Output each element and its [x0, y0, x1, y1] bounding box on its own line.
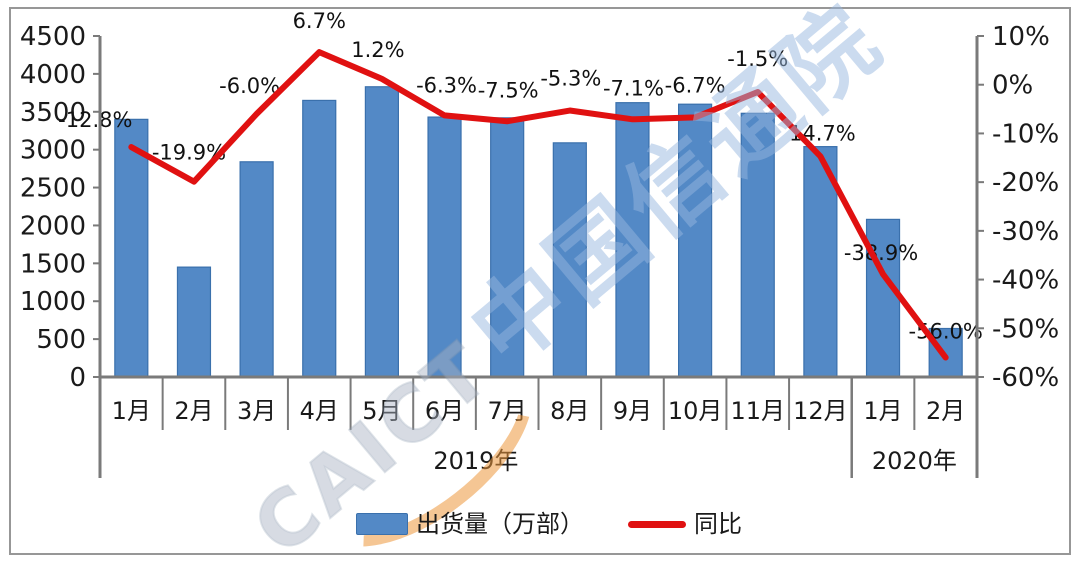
yoy-data-label: -1.5%	[727, 47, 788, 71]
month-label: 6月	[425, 397, 464, 425]
left-axis-tick-label: 4000	[20, 60, 86, 90]
bar	[678, 103, 713, 378]
left-axis-tick-label: 500	[36, 325, 86, 355]
legend-bar-swatch	[356, 513, 408, 535]
bar	[865, 218, 901, 378]
bar	[803, 146, 838, 378]
right-axis-tick-label: -10%	[992, 119, 1059, 149]
legend: 出货量（万部） 同比	[356, 509, 742, 539]
legend-bar-label: 出货量（万部）	[416, 510, 584, 538]
left-axis-tick-label: 4500	[20, 22, 86, 52]
bar	[364, 86, 399, 378]
y-axis-left: 4500 4000 3500 3000 2500 2000 1500 1000 500 0	[20, 22, 100, 393]
bar	[490, 117, 525, 378]
yoy-data-label: -6.0%	[219, 74, 280, 98]
year-label: 2020年	[872, 447, 957, 475]
legend-line-swatch	[628, 520, 686, 528]
yoy-data-label: 6.7%	[293, 9, 346, 33]
month-label: 11月	[730, 397, 785, 425]
left-axis-tick-label: 2500	[20, 174, 86, 204]
left-axis-tick-label: 1000	[20, 287, 86, 317]
legend-line-label: 同比	[694, 510, 742, 538]
right-axis-tick-label: -60%	[992, 363, 1059, 393]
year-label: 2019年	[433, 447, 518, 475]
yoy-data-label: -6.7%	[665, 73, 726, 97]
left-axis-tick-label: 3500	[20, 98, 86, 128]
month-label: 2月	[174, 397, 213, 425]
month-label: 2月	[926, 397, 965, 425]
bar	[239, 161, 274, 378]
bar	[615, 102, 650, 378]
right-axis-tick-label: -50%	[992, 314, 1059, 344]
yoy-data-label: 1.2%	[351, 38, 404, 62]
month-label: 9月	[613, 397, 652, 425]
left-axis-tick-label: 0	[69, 363, 86, 393]
bar	[114, 118, 149, 378]
month-label: 3月	[237, 397, 276, 425]
right-axis-tick-label: -20%	[992, 168, 1059, 198]
yoy-data-label: -7.5%	[478, 78, 539, 102]
yoy-data-label: -6.3%	[416, 73, 477, 97]
bars-series	[114, 86, 963, 378]
bar	[176, 266, 212, 378]
month-label: 4月	[300, 397, 339, 425]
right-axis-tick-label: 10%	[992, 22, 1050, 52]
bar	[302, 99, 337, 378]
month-label: 1月	[112, 397, 151, 425]
yoy-data-label: -38.9%	[844, 241, 918, 265]
month-label: 1月	[863, 397, 902, 425]
yoy-data-label: -7.1%	[603, 76, 664, 100]
month-label: 5月	[362, 397, 401, 425]
month-label: 12月	[793, 397, 848, 425]
plot-axes	[98, 36, 979, 478]
y-axis-right: 10% 0% -10% -20% -30% -40% -50% -60%	[977, 22, 1059, 393]
bar	[552, 142, 587, 378]
left-axis-tick-label: 3000	[20, 136, 86, 166]
x-axis: 1月 2月 3月 4月 5月 6月 7月 8月 9月 10月 11月 12月 1月 2月 2019年 2020…	[98, 377, 979, 478]
yoy-data-label: -12.8%	[58, 108, 132, 132]
month-label: 8月	[550, 397, 589, 425]
yoy-line	[128, 49, 949, 361]
bar	[427, 116, 462, 378]
month-label: 10月	[668, 397, 723, 425]
right-axis-tick-label: -40%	[992, 266, 1059, 296]
left-axis-tick-label: 1500	[20, 249, 86, 279]
yoy-point-labels: -12.8%-19.9%-6.0%6.7%1.2%-6.3% -7.5% -5.3%…	[58, 9, 983, 343]
right-axis-tick-label: -30%	[992, 217, 1059, 247]
yoy-data-label: -5.3%	[540, 67, 601, 91]
month-label: 7月	[488, 397, 527, 425]
left-axis-tick-label: 2000	[20, 211, 86, 241]
bar	[740, 112, 775, 378]
right-axis-tick-label: 0%	[992, 71, 1033, 101]
